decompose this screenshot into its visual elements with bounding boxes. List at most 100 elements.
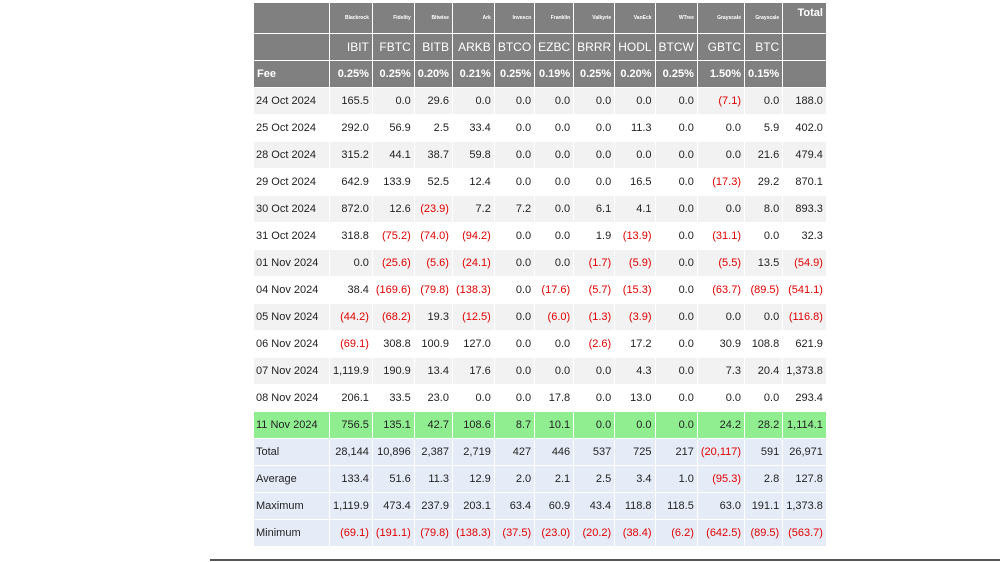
flow-value: (116.8) <box>782 303 827 331</box>
ticker: BTCW <box>654 33 698 61</box>
flow-value: 17.2 <box>614 330 656 358</box>
flow-value: 308.8 <box>371 330 415 358</box>
summary-value: (138.3) <box>451 519 495 547</box>
summary-value: 2.8 <box>744 465 784 493</box>
summary-value: 118.5 <box>654 492 698 520</box>
flow-value: 0.0 <box>654 303 698 331</box>
summary-value: (95.3) <box>696 465 746 493</box>
flow-value: 0.0 <box>744 87 784 115</box>
flow-value: 0.0 <box>534 195 575 223</box>
flow-value: 0.0 <box>534 330 575 358</box>
flow-value: 21.6 <box>744 141 784 169</box>
flow-value: 0.0 <box>451 87 495 115</box>
data-row: 08 Nov 2024 206.1 33.5 23.0 0.0 0.0 17.8 0.0 13.… <box>253 384 827 412</box>
fee: 0.25% <box>654 60 698 88</box>
flow-value: (12.5) <box>451 303 495 331</box>
ticker: GBTC <box>696 33 746 61</box>
summary-value: 127.8 <box>782 465 827 493</box>
summary-value: 2,719 <box>451 438 495 466</box>
issuer-row: Blackrock Fidelity Bitwise Ark Invesco Frankl… <box>253 2 827 34</box>
summary-value: (20.2) <box>573 519 616 547</box>
flow-value: 7.3 <box>696 357 746 385</box>
flow-value: 893.3 <box>782 195 827 223</box>
flow-value: 0.0 <box>654 195 698 223</box>
flow-value: 7.2 <box>451 195 495 223</box>
flow-value: 44.1 <box>371 141 415 169</box>
flow-value: 13.4 <box>413 357 453 385</box>
date: 05 Nov 2024 <box>253 303 330 331</box>
flow-value: (5.9) <box>614 249 656 277</box>
flow-value: (541.1) <box>782 276 827 304</box>
ticker: BTCO <box>493 33 536 61</box>
flow-value: 0.0 <box>654 276 698 304</box>
summary-value: 28,144 <box>329 438 373 466</box>
date: 07 Nov 2024 <box>253 357 330 385</box>
flow-value: 0.0 <box>534 114 575 142</box>
flow-value: 7.2 <box>493 195 536 223</box>
flow-value: 0.0 <box>329 249 373 277</box>
flow-value: 52.5 <box>413 168 453 196</box>
flow-value: 0.0 <box>614 141 656 169</box>
flow-value: (94.2) <box>451 222 495 250</box>
flow-value: 188.0 <box>782 87 827 115</box>
flow-value: (1.7) <box>573 249 616 277</box>
flow-value: 0.0 <box>696 114 746 142</box>
ticker-row: IBIT FBTC BITB ARKB BTCO EZBC BRRR HODL BTCW GBTC… <box>253 33 827 61</box>
fee-label: Fee <box>253 60 330 88</box>
flow-value: 13.0 <box>614 384 656 412</box>
summary-value: (191.1) <box>371 519 415 547</box>
flow-value: (63.7) <box>696 276 746 304</box>
data-row: 25 Oct 2024 292.0 56.9 2.5 33.4 0.0 0.0 0.0 11.3… <box>253 114 827 142</box>
summary-value: 2,387 <box>413 438 453 466</box>
ticker: BITB <box>413 33 453 61</box>
flow-value: 315.2 <box>329 141 373 169</box>
flow-value: (138.3) <box>451 276 495 304</box>
blank-cell <box>782 60 827 88</box>
issuer-name: Grayscale <box>744 2 784 34</box>
flow-value: 402.0 <box>782 114 827 142</box>
ticker: BRRR <box>573 33 616 61</box>
flow-value: 12.6 <box>371 195 415 223</box>
fee: 0.25% <box>371 60 415 88</box>
summary-value: 191.1 <box>744 492 784 520</box>
summary-value: 43.4 <box>573 492 616 520</box>
flow-value: (54.9) <box>782 249 827 277</box>
summary-value: 3.4 <box>614 465 656 493</box>
flow-value: 0.0 <box>654 141 698 169</box>
flow-value: 38.4 <box>329 276 373 304</box>
flow-value: 0.0 <box>654 384 698 412</box>
flow-value: 0.0 <box>654 87 698 115</box>
summary-value: 12.9 <box>451 465 495 493</box>
fee: 0.15% <box>744 60 784 88</box>
data-row: 01 Nov 2024 0.0 (25.6) (5.6) (24.1) 0.0 0.0 (1.… <box>253 249 827 277</box>
flow-value: 0.0 <box>614 87 656 115</box>
flow-value: 292.0 <box>329 114 373 142</box>
summary-value: (642.5) <box>696 519 746 547</box>
flow-value: 621.9 <box>782 330 827 358</box>
summary-value: 118.8 <box>614 492 656 520</box>
issuer-name: VanEck <box>614 2 656 34</box>
data-row: 06 Nov 2024 (69.1) 308.8 100.9 127.0 0.0 0.0 (2… <box>253 330 827 358</box>
flow-value: (24.1) <box>451 249 495 277</box>
flow-value: 0.0 <box>573 411 616 439</box>
flow-value: 8.0 <box>744 195 784 223</box>
date: 06 Nov 2024 <box>253 330 330 358</box>
flow-value: 30.9 <box>696 330 746 358</box>
corner-cell <box>253 33 330 61</box>
flow-value: 0.0 <box>493 303 536 331</box>
flow-value: (75.2) <box>371 222 415 250</box>
flow-value: 10.1 <box>534 411 575 439</box>
flow-value: 11.3 <box>614 114 656 142</box>
fee: 0.25% <box>493 60 536 88</box>
summary-label: Average <box>253 465 330 493</box>
date: 08 Nov 2024 <box>253 384 330 412</box>
flow-value: 32.3 <box>782 222 827 250</box>
flow-value: (5.5) <box>696 249 746 277</box>
ticker: BTC <box>744 33 784 61</box>
date: 30 Oct 2024 <box>253 195 330 223</box>
summary-value: 2.1 <box>534 465 575 493</box>
flow-value: 17.6 <box>451 357 495 385</box>
flow-value: 0.0 <box>614 411 656 439</box>
summary-value: 1,119.9 <box>329 492 373 520</box>
flow-value: 33.4 <box>451 114 495 142</box>
